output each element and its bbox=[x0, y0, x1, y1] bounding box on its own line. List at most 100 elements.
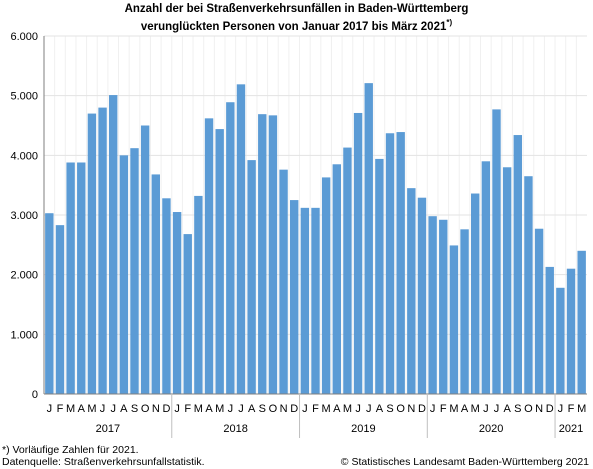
bar bbox=[290, 200, 299, 394]
x-tick-month: M bbox=[577, 403, 586, 415]
x-tick-month: D bbox=[290, 403, 298, 415]
bar bbox=[417, 197, 427, 394]
bar bbox=[172, 212, 182, 394]
bar bbox=[556, 287, 565, 394]
bar bbox=[428, 216, 437, 394]
chart-title-line1: Anzahl der bei Straßenverkehrsunfällen i… bbox=[124, 3, 469, 15]
x-tick-month: A bbox=[205, 403, 213, 415]
x-tick-month: J bbox=[558, 403, 564, 415]
x-tick-month: A bbox=[503, 403, 511, 415]
chart-title-footnote-mark: *) bbox=[446, 18, 453, 27]
x-tick-month: D bbox=[546, 403, 554, 415]
y-tick-label: 0 bbox=[32, 389, 38, 401]
bar bbox=[77, 162, 86, 394]
x-tick-month: D bbox=[418, 403, 426, 415]
x-tick-year: 2018 bbox=[223, 423, 247, 435]
x-tick-year: 2017 bbox=[96, 423, 120, 435]
x-tick-year: 2019 bbox=[351, 423, 375, 435]
x-tick-month: J bbox=[47, 403, 53, 415]
x-tick-month: J bbox=[110, 403, 116, 415]
bar bbox=[343, 147, 352, 394]
bar bbox=[439, 219, 448, 394]
bar bbox=[513, 135, 522, 394]
x-tick-month: J bbox=[100, 403, 106, 415]
bar bbox=[183, 234, 192, 394]
bar bbox=[534, 228, 544, 394]
bar bbox=[194, 195, 203, 394]
x-tick-month: M bbox=[322, 403, 331, 415]
bar bbox=[524, 176, 533, 394]
bar bbox=[385, 133, 395, 395]
bar bbox=[55, 225, 65, 394]
x-tick-month: S bbox=[259, 403, 266, 415]
x-tick-month: N bbox=[407, 403, 415, 415]
bar bbox=[109, 95, 118, 394]
bar bbox=[353, 112, 363, 394]
x-tick-month: M bbox=[87, 403, 96, 415]
x-tick-month: O bbox=[524, 403, 533, 415]
x-tick-month: F bbox=[440, 403, 447, 415]
x-tick-month: F bbox=[184, 403, 191, 415]
bar bbox=[545, 266, 554, 394]
bar bbox=[98, 107, 107, 394]
bar bbox=[130, 148, 139, 394]
x-tick-month: J bbox=[228, 403, 234, 415]
x-tick-month: J bbox=[430, 403, 436, 415]
bar bbox=[449, 245, 459, 394]
x-tick-month: F bbox=[568, 403, 575, 415]
bar bbox=[407, 188, 416, 394]
chart-title-line2: verunglückten Personen von Januar 2017 b… bbox=[140, 20, 447, 33]
x-tick-month: J bbox=[238, 403, 244, 415]
x-tick-month: M bbox=[215, 403, 224, 415]
x-tick-month: N bbox=[535, 403, 543, 415]
bar bbox=[279, 169, 288, 394]
y-tick-label: 3.000 bbox=[10, 210, 38, 222]
bar bbox=[162, 198, 171, 394]
x-tick-month: N bbox=[280, 403, 288, 415]
x-tick-month: J bbox=[174, 403, 180, 415]
x-tick-month: A bbox=[78, 403, 86, 415]
bar bbox=[396, 132, 405, 394]
x-tick-month: J bbox=[366, 403, 372, 415]
x-tick-month: J bbox=[302, 403, 308, 415]
x-tick-month: J bbox=[483, 403, 489, 415]
y-tick-label: 6.000 bbox=[10, 31, 38, 43]
bar bbox=[236, 84, 246, 394]
bar bbox=[45, 213, 54, 394]
x-tick-month: F bbox=[312, 403, 319, 415]
x-tick-month: A bbox=[376, 403, 384, 415]
bar bbox=[566, 268, 576, 394]
bar bbox=[268, 115, 278, 395]
x-tick-month: S bbox=[514, 403, 521, 415]
bar bbox=[204, 118, 214, 394]
copyright: © Statistisches Landesamt Baden-Württemb… bbox=[340, 456, 589, 468]
chart-title: Anzahl der bei Straßenverkehrsunfällen i… bbox=[0, 2, 593, 34]
bar bbox=[460, 229, 469, 394]
bar bbox=[311, 207, 320, 394]
bar bbox=[258, 114, 267, 394]
bar bbox=[66, 162, 75, 394]
x-tick-month: M bbox=[343, 403, 352, 415]
x-tick-month: N bbox=[152, 403, 160, 415]
x-tick-month: A bbox=[120, 403, 128, 415]
bar bbox=[119, 155, 129, 394]
bar bbox=[492, 109, 501, 394]
x-tick-month: F bbox=[57, 403, 64, 415]
bar bbox=[364, 83, 373, 395]
x-tick-month: J bbox=[494, 403, 500, 415]
y-tick-label: 5.000 bbox=[10, 91, 38, 103]
bar bbox=[87, 113, 97, 395]
x-tick-month: M bbox=[66, 403, 75, 415]
x-tick-month: A bbox=[248, 403, 256, 415]
bar bbox=[502, 167, 512, 394]
footnote: *) Vorläufige Zahlen für 2021. bbox=[2, 444, 139, 456]
x-tick-month: M bbox=[449, 403, 458, 415]
x-tick-month: A bbox=[461, 403, 469, 415]
data-source: Datenquelle: Straßenverkehrsunfallstatis… bbox=[2, 456, 205, 468]
x-tick-month: O bbox=[141, 403, 150, 415]
x-tick-year: 2020 bbox=[479, 423, 503, 435]
x-tick-month: M bbox=[471, 403, 480, 415]
y-tick-label: 1.000 bbox=[10, 329, 38, 341]
bar bbox=[332, 164, 341, 394]
